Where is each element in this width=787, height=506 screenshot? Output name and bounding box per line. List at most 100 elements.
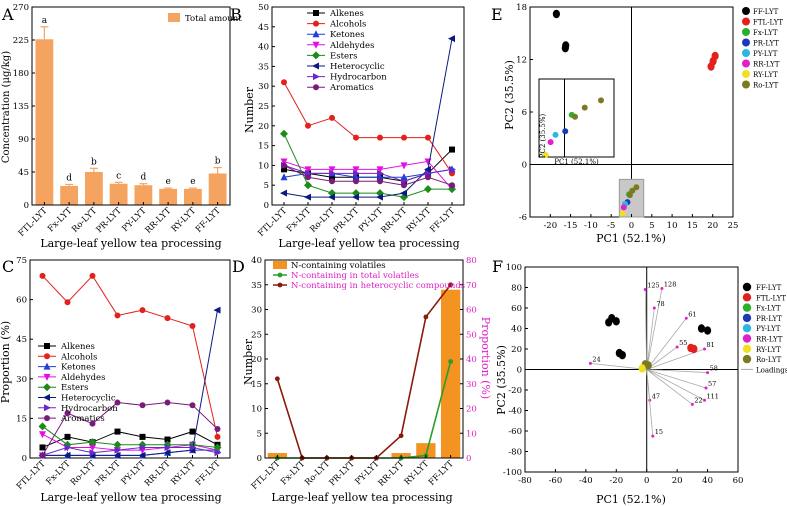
panel-c-point-hydrocarbon-6 <box>189 443 197 451</box>
panel-c-xtick-label-6: RY-LYT <box>169 459 198 488</box>
panel-b-point-ketones-0 <box>280 173 288 181</box>
panel-f-ytick-label-6: 20 <box>511 345 522 355</box>
panel-b-point-aldehydes-5 <box>400 162 408 170</box>
panel-e-legend-marker-6 <box>742 70 750 78</box>
panel-b-point-aromatics-3 <box>353 178 359 185</box>
panel-c-point-alcohols-4 <box>139 307 146 314</box>
panel-a-bar-FF-LYT <box>208 173 227 205</box>
panel-e-xtick-label-5: 5 <box>649 221 654 231</box>
panel-b-point-alkenes-0 <box>281 166 287 173</box>
panel-b-point-alcohols-5 <box>401 134 407 141</box>
panel-b-legend-marker-4 <box>312 51 320 60</box>
panel-a-letter-5: e <box>165 177 170 187</box>
panel-d-ylabel-right: Proportion (%) <box>479 317 492 399</box>
panel-c-point-esters-7 <box>213 443 222 452</box>
panel-f-loading-point-1 <box>660 287 664 291</box>
panel-e-xtick-label-9: 25 <box>728 221 739 231</box>
panel-a-ytick-label-0: 0 <box>24 201 29 211</box>
panel-f-ytick-label-0: -100 <box>503 468 522 478</box>
panel-c-point-hydrocarbon-2 <box>89 449 97 457</box>
panel-e-legend-label-1: FTL-LYT <box>753 19 783 27</box>
panel-f-loading-vector-10 <box>646 369 693 405</box>
panel-f-legend-label-3: PR-LYT <box>756 315 782 323</box>
panel-e-ytick-label-1: 0 <box>522 161 527 171</box>
panel-c-point-alcohols-7 <box>214 433 221 440</box>
panel-c-frame <box>29 259 231 459</box>
panel-a-bar-RR-LYT <box>159 188 178 205</box>
panel-c-legend-marker-5 <box>43 394 50 401</box>
panel-f-legend-marker-5 <box>742 334 752 343</box>
panel-d-ytick-label-2: 10 <box>251 405 262 415</box>
panel-b-point-aldehydes-2 <box>328 166 336 174</box>
panel-b-point-aldehydes-0 <box>280 158 288 166</box>
panel-e-point-Ro-LYT-1 <box>626 192 633 199</box>
panel-d-ytick-label-3: 15 <box>251 380 262 390</box>
panel-a-bar-Ro-LYT <box>84 172 103 205</box>
panel-c-legend-label-6: Hydrocarbon <box>61 404 118 414</box>
panel-f-loading-vector-1 <box>646 288 663 370</box>
panel-b-ytick-label-1: 5 <box>264 181 269 191</box>
panel-f-legend-marker-2 <box>742 303 752 312</box>
panel-c-point-aromatics-1 <box>64 410 71 417</box>
panel-f-ytick-label-1: -80 <box>508 448 522 458</box>
panel-d-ytick-label-7: 35 <box>251 281 262 291</box>
panel-b-point-heterocyclic-0 <box>280 189 287 197</box>
panel-b-ytick-label-5: 25 <box>258 102 269 112</box>
panel-c-legend-label-0: Alkenes <box>60 342 95 352</box>
panel-b-legend-marker-5 <box>312 62 319 70</box>
panel-b-point-heterocyclic-6 <box>424 165 431 173</box>
panel-f-loading-label-1: 128 <box>664 281 676 289</box>
panel-f-loading-point-2 <box>652 306 656 310</box>
panel-b-point-aromatics-0 <box>281 162 287 169</box>
panel-a-ytick-label-4: 180 <box>13 69 29 79</box>
panel-b-frame <box>271 6 465 206</box>
panel-d-point-1-0 <box>274 376 280 382</box>
panel-a-xtick-label-1: Fx-LYT <box>46 206 74 234</box>
panel-d-ytick-label-r-6: 60 <box>466 306 477 316</box>
panel-b-point-aromatics-7 <box>449 182 455 189</box>
panel-d-point-0-7 <box>448 359 454 364</box>
panel-e-xtick-label-6: 10 <box>667 221 678 231</box>
panel-a-ytick-label-1: 45 <box>18 168 29 178</box>
panel-c-xtick-label-7: FF-LYT <box>194 459 223 488</box>
panel-b-point-alcohols-1 <box>305 122 311 129</box>
panel-d-legend-label-2: N-containing in heterocyclic compounds <box>291 281 465 291</box>
panel-e-inset-point-Ro-LYT-0 <box>581 104 588 111</box>
panel-c-point-hydrocarbon-3 <box>114 446 122 454</box>
panel-b-legend-label-1: Alcohols <box>329 20 366 30</box>
panel-f-loading-point-9 <box>703 398 707 402</box>
panel-b-xtick-label-0: FTL-LYT <box>256 206 289 239</box>
panel-e-xtick-label-0: -20 <box>543 221 557 231</box>
panel-f-ytick-label-7: 40 <box>511 325 522 335</box>
panel-c-point-aromatics-2 <box>89 420 96 427</box>
panel-a-letter-3: c <box>116 171 121 181</box>
panel-c-xtick-label-0: FTL-LYT <box>15 459 48 492</box>
panel-c-legend-label-2: Ketones <box>61 363 96 373</box>
panel-e-legend-marker-5 <box>742 59 750 68</box>
panel-f-ytick-label-3: -40 <box>508 407 522 417</box>
panel-c-line-alcohols <box>42 275 218 437</box>
panel-f-score-RY-LYT-0 <box>638 364 646 373</box>
panel-c-point-heterocyclic-5 <box>163 449 171 457</box>
panel-e-ytick-label-4: 18 <box>516 3 527 13</box>
panel-c-legend-marker-2 <box>43 362 51 370</box>
panel-e-point-Ro-LYT-2 <box>633 184 640 191</box>
panel-f-loading-label-6: 81 <box>707 341 715 349</box>
panel-f-legend-marker-1 <box>742 293 752 302</box>
panel-b-point-hydrocarbon-2 <box>329 169 336 177</box>
panel-b-point-heterocyclic-5 <box>400 189 407 197</box>
panel-c-legend-marker-3 <box>43 373 51 381</box>
panel-b-ytick-label-4: 20 <box>258 122 269 132</box>
panel-f-score-FTL-LYT-1 <box>690 344 698 354</box>
panel-c-point-alkenes-5 <box>164 436 171 443</box>
panel-b-line-aromatics <box>283 164 453 186</box>
panel-d-plot: 0 5 10 15 20 25 30 35 40 0 10 20 30 40 50 60 70 80 FTL-LYT… <box>250 256 477 492</box>
panel-b-xlabel: Large-leaf yellow tea processing <box>278 237 459 250</box>
panel-d-ytick-label-r-0: 0 <box>466 454 471 464</box>
panel-e-inset-point-PR-LYT-0 <box>562 128 569 135</box>
panel-f-xtick-label-6: 40 <box>702 476 713 486</box>
panel-c-point-heterocyclic-3 <box>113 451 121 459</box>
panel-a-legend-swatch <box>168 13 180 22</box>
panel-b-ytick-label-9: 45 <box>258 23 269 33</box>
